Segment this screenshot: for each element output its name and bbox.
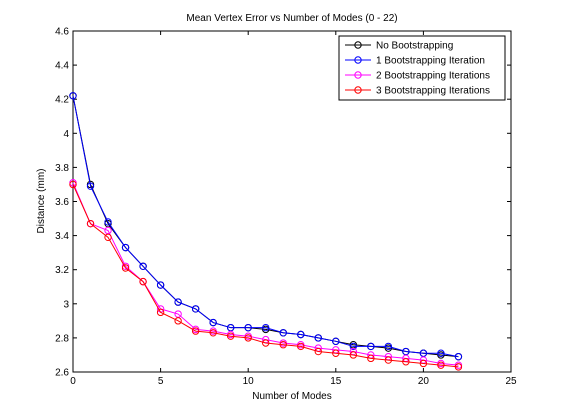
series-line-3 — [72, 184, 459, 368]
y-tick-label: 4 — [63, 129, 69, 140]
series-layer — [69, 92, 463, 371]
y-tick-label: 3.4 — [55, 231, 69, 242]
data-point — [314, 334, 322, 342]
data-point — [174, 298, 182, 306]
y-tick-label: 3.8 — [55, 163, 69, 174]
data-point — [437, 361, 445, 369]
legend-marker — [354, 41, 362, 49]
data-point — [297, 342, 305, 351]
data-point — [367, 354, 375, 363]
data-point — [279, 341, 287, 349]
data-point — [104, 218, 112, 226]
legend-label: 2 Bootstrapping Iterations — [376, 71, 490, 82]
data-point — [209, 329, 217, 337]
y-tick-label: 3 — [63, 299, 69, 310]
legend-box — [338, 35, 506, 101]
data-point — [139, 277, 147, 286]
y-tick-label: 3.6 — [55, 197, 69, 208]
data-point — [209, 318, 217, 327]
data-point — [191, 305, 200, 313]
data-point — [244, 323, 252, 332]
data-point — [402, 358, 410, 366]
x-tick-label: 5 — [158, 376, 164, 387]
data-point — [244, 334, 252, 342]
x-tick-label: 20 — [418, 376, 430, 387]
data-point — [349, 342, 358, 351]
y-axis-title: Distance (mm) — [36, 168, 47, 233]
data-point — [226, 332, 235, 340]
data-point — [86, 182, 95, 190]
chart-title: Mean Vertex Error vs Number of Modes (0 … — [186, 13, 397, 24]
legend-marker — [354, 86, 362, 94]
data-point — [314, 347, 322, 356]
y-tick-label: 2.8 — [55, 333, 69, 344]
data-point — [384, 342, 393, 351]
data-point — [384, 356, 393, 364]
data-point — [279, 329, 287, 337]
x-tick-label: 0 — [70, 376, 76, 387]
data-point — [332, 349, 340, 357]
legend-marker — [354, 56, 362, 64]
data-point — [437, 349, 445, 357]
data-point — [156, 281, 165, 289]
legend-marker — [354, 71, 362, 79]
legend: No Bootstrapping 1 Bootstrapping Iteratio… — [338, 35, 506, 101]
data-point — [121, 264, 130, 272]
x-tick-label: 15 — [330, 376, 342, 387]
legend-label: 1 Bootstrapping Iteration — [376, 56, 485, 67]
data-point — [454, 352, 463, 361]
data-point — [174, 317, 182, 325]
data-point — [156, 308, 165, 317]
y-tick-label: 4.6 — [55, 27, 69, 38]
x-axis-title: Number of Modes — [252, 391, 331, 402]
data-point — [86, 219, 95, 228]
data-point — [367, 342, 375, 351]
data-point — [69, 180, 77, 189]
data-point — [191, 327, 200, 335]
data-point — [262, 339, 270, 347]
data-point — [454, 363, 463, 371]
x-tick-label: 10 — [243, 376, 255, 387]
x-tick-label: 25 — [505, 376, 517, 387]
data-point — [104, 233, 112, 242]
data-point — [297, 330, 305, 339]
legend-label: 3 Bootstrapping Iterations — [376, 86, 490, 97]
legend-label: No Bootstrapping — [376, 41, 453, 52]
series-line-1 — [72, 95, 459, 358]
data-point — [332, 337, 340, 346]
data-point — [121, 243, 130, 252]
data-point — [139, 262, 147, 270]
data-point — [349, 351, 358, 359]
data-point — [69, 92, 77, 100]
y-tick-label: 3.2 — [55, 265, 69, 276]
y-tick-label: 4.4 — [55, 61, 69, 72]
data-point — [419, 359, 428, 368]
y-tick-label: 4.2 — [55, 95, 69, 106]
axis-ticks: 0 5 10 15 20 25 2.6 2.8 3 3.2 3.4 3.6 3.8 4 4.2 4.4 4.6 — [55, 27, 517, 388]
data-point — [262, 323, 270, 332]
y-tick-label: 2.6 — [55, 368, 69, 379]
